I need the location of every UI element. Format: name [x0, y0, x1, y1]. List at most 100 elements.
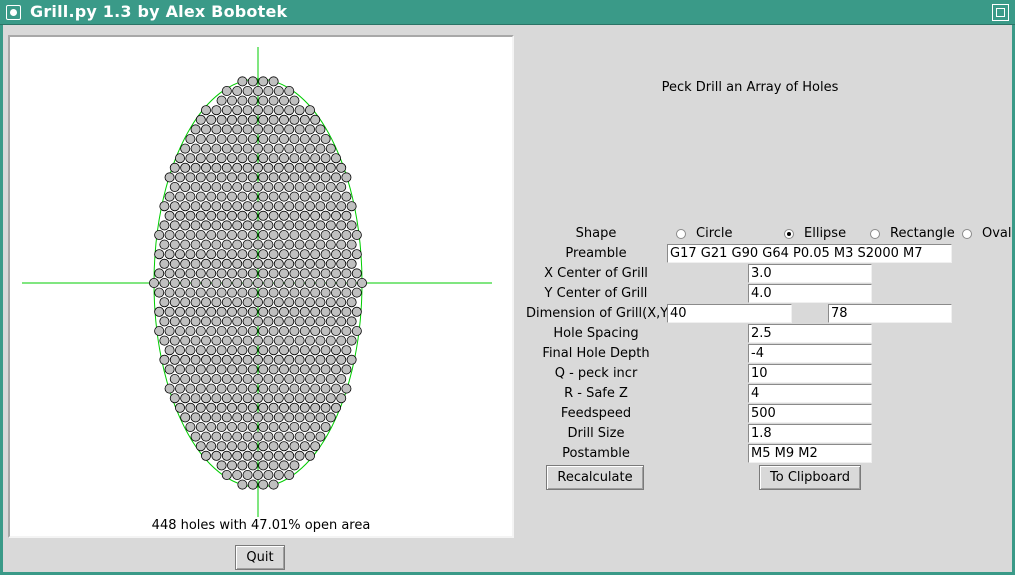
app-icon[interactable] — [6, 5, 21, 20]
drill-hole — [278, 153, 289, 164]
drill-hole — [284, 297, 295, 308]
drill-hole — [200, 354, 211, 365]
maximize-icon[interactable] — [992, 4, 1009, 21]
dimension-x-field[interactable] — [667, 304, 792, 323]
drill-hole — [294, 316, 305, 327]
drill-hole — [284, 162, 295, 173]
drill-hole — [242, 201, 253, 212]
drill-hole — [164, 306, 175, 317]
drill-hole — [226, 441, 237, 452]
drill-hole — [278, 95, 289, 106]
shape-radio-oval[interactable]: Oval — [962, 226, 1012, 242]
recalculate-button[interactable]: Recalculate — [546, 465, 644, 490]
safe-z-field[interactable] — [748, 384, 872, 403]
drill-hole — [336, 354, 347, 365]
drill-hole — [159, 316, 170, 327]
drill-hole — [263, 181, 274, 192]
drill-hole — [315, 393, 326, 404]
drill-hole — [206, 172, 217, 183]
drill-hole — [237, 95, 248, 106]
drill-hole — [294, 431, 305, 442]
drill-hole — [325, 316, 336, 327]
final-depth-field[interactable] — [748, 344, 872, 363]
drill-hole — [221, 277, 232, 288]
drill-hole — [273, 431, 284, 442]
to-clipboard-button[interactable]: To Clipboard — [759, 465, 861, 490]
drill-hole — [242, 239, 253, 250]
dimension-y-field[interactable] — [828, 304, 952, 323]
hole-spacing-field[interactable] — [748, 324, 872, 343]
drill-hole — [258, 268, 269, 279]
drill-hole — [336, 220, 347, 231]
drill-hole — [330, 287, 341, 298]
drill-hole — [278, 421, 289, 432]
drill-hole — [325, 354, 336, 365]
quit-button[interactable]: Quit — [235, 545, 285, 570]
drill-hole — [330, 306, 341, 317]
y-center-field[interactable] — [748, 284, 872, 303]
drill-hole — [299, 153, 310, 164]
drill-hole — [273, 220, 284, 231]
drill-hole — [200, 105, 211, 116]
drill-hole — [211, 124, 222, 135]
drill-hole — [258, 153, 269, 164]
postamble-field[interactable] — [748, 444, 872, 463]
drill-hole — [273, 277, 284, 288]
drill-hole — [299, 383, 310, 394]
drill-hole — [195, 172, 206, 183]
drill-hole — [211, 181, 222, 192]
shape-radio-rectangle[interactable]: Rectangle — [870, 226, 955, 242]
drill-hole — [263, 412, 274, 423]
drill-hole — [174, 325, 185, 336]
drill-size-field[interactable] — [748, 424, 872, 443]
drill-hole — [216, 210, 227, 221]
drill-hole — [211, 201, 222, 212]
drill-hole — [330, 402, 341, 413]
drill-hole — [284, 450, 295, 461]
drill-hole — [200, 373, 211, 384]
drill-hole — [346, 316, 357, 327]
feedspeed-field[interactable] — [748, 404, 872, 423]
drill-hole — [216, 364, 227, 375]
drill-hole — [247, 364, 258, 375]
drill-hole — [320, 402, 331, 413]
drill-hole — [232, 335, 243, 346]
drill-hole — [299, 402, 310, 413]
drill-hole — [164, 210, 175, 221]
drill-hole — [221, 162, 232, 173]
drill-hole — [336, 316, 347, 327]
drill-hole — [252, 143, 263, 154]
peck-incr-field[interactable] — [748, 364, 872, 383]
drill-hole — [278, 383, 289, 394]
drill-hole — [169, 220, 180, 231]
drill-hole — [242, 431, 253, 442]
shape-radio-ellipse[interactable]: Ellipse — [784, 226, 854, 242]
drill-hole — [289, 191, 300, 202]
shape-radio-circle[interactable]: Circle — [676, 226, 746, 242]
drill-hole — [174, 306, 185, 317]
drill-hole — [252, 335, 263, 346]
drill-hole — [242, 354, 253, 365]
drill-hole — [278, 134, 289, 145]
drill-hole — [180, 277, 191, 288]
drill-hole — [278, 229, 289, 240]
x-center-field[interactable] — [748, 264, 872, 283]
drill-hole — [336, 373, 347, 384]
grill-preview-canvas: 448 holes with 47.01% open area — [8, 35, 514, 538]
drill-hole — [195, 249, 206, 260]
drill-hole — [310, 287, 321, 298]
preamble-field[interactable] — [667, 244, 952, 263]
drill-hole — [237, 76, 248, 87]
title-bar[interactable]: Grill.py 1.3 by Alex Bobotek — [0, 0, 1015, 25]
drill-hole — [221, 105, 232, 116]
drill-hole — [216, 268, 227, 279]
drill-hole — [206, 345, 217, 356]
drill-hole — [185, 268, 196, 279]
drill-hole — [320, 325, 331, 336]
shape-label: Shape — [575, 226, 617, 241]
drill-hole — [330, 229, 341, 240]
drill-hole — [242, 297, 253, 308]
drill-hole — [206, 134, 217, 145]
drill-hole — [310, 345, 321, 356]
drill-hole — [289, 383, 300, 394]
